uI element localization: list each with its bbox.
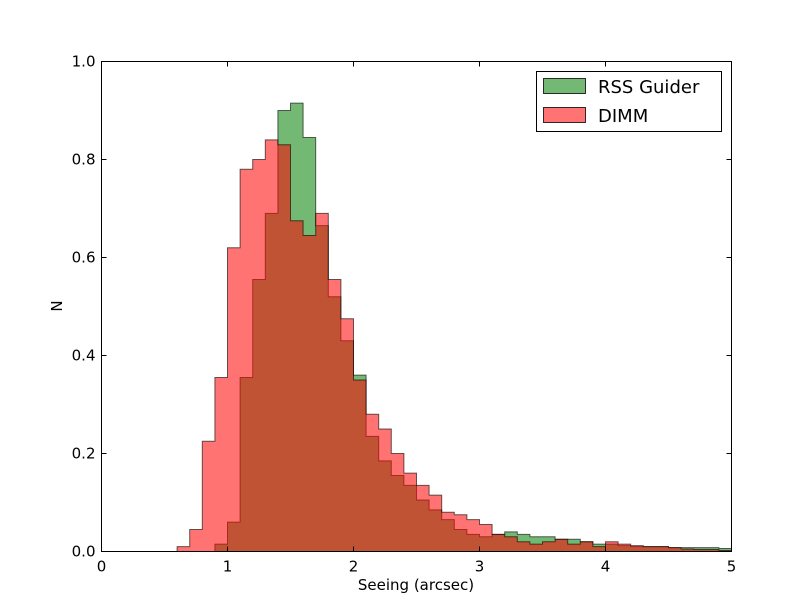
x-tick-label: 0 [97, 558, 107, 576]
y-tick-label: 1.0 [72, 53, 96, 71]
plot-frame [101, 61, 732, 552]
legend-swatch-dimm [543, 107, 586, 123]
y-tick-label: 0.6 [72, 249, 96, 267]
legend-label-rss-guider: RSS Guider [598, 77, 700, 98]
legend-label-dimm: DIMM [598, 106, 648, 127]
x-axis-ticks: 0 1 2 3 4 5 [97, 61, 737, 576]
y-tick-label: 0.8 [72, 151, 96, 169]
y-tick-label: 0.4 [72, 347, 96, 365]
series-layer [176, 102, 732, 552]
y-tick-label: 0.0 [72, 543, 96, 561]
x-tick-label: 5 [727, 558, 737, 576]
x-axis-label: Seeing (arcsec) [358, 576, 474, 594]
x-tick-label: 4 [601, 558, 611, 576]
legend-swatch-rss-guider [543, 78, 586, 94]
x-tick-label: 3 [475, 558, 485, 576]
y-tick-label: 0.2 [72, 445, 96, 463]
x-tick-label: 1 [223, 558, 233, 576]
histogram-area-dimm [176, 139, 732, 552]
x-tick-label: 2 [349, 558, 359, 576]
series-dimm [176, 139, 732, 552]
y-axis-ticks: 0.0 0.2 0.4 0.6 0.8 1.0 [72, 53, 732, 561]
legend: RSS Guider DIMM [536, 71, 722, 132]
y-axis-label: N [48, 300, 66, 311]
